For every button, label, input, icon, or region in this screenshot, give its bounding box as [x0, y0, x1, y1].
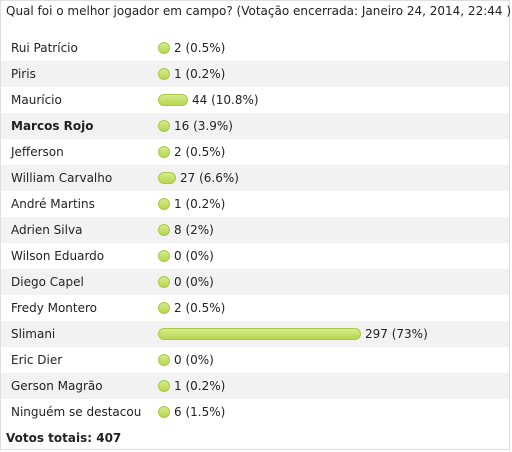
vote-bar: [158, 198, 170, 210]
poll-option-row: Marcos Rojo 16 (3.9%): [1, 113, 509, 139]
vote-bar: [158, 380, 170, 392]
vote-count: 1 (0.2%): [174, 197, 226, 211]
poll-option-row: Adrien Silva 8 (2%): [1, 217, 509, 243]
poll-option-row: André Martins 1 (0.2%): [1, 191, 509, 217]
vote-count: 0 (0%): [174, 275, 214, 289]
option-label: André Martins: [11, 197, 95, 211]
vote-bar: [158, 146, 170, 158]
option-label: Slimani: [11, 327, 56, 341]
vote-count: 1 (0.2%): [174, 67, 226, 81]
poll-option-row: Jefferson 2 (0.5%): [1, 139, 509, 165]
vote-count: 2 (0.5%): [174, 41, 226, 55]
vote-count: 27 (6.6%): [180, 171, 239, 185]
poll-option-row: Maurício 44 (10.8%): [1, 87, 509, 113]
vote-count: 1 (0.2%): [174, 379, 226, 393]
vote-count: 6 (1.5%): [174, 405, 226, 419]
vote-count: 297 (73%): [365, 327, 428, 341]
poll-option-row: Fredy Montero 2 (0.5%): [1, 295, 509, 321]
vote-bar: [158, 302, 170, 314]
vote-bar: [158, 328, 361, 340]
vote-count: 8 (2%): [174, 223, 214, 237]
vote-bar: [158, 120, 170, 132]
poll-title: Qual foi o melhor jogador em campo? (Vot…: [6, 4, 512, 18]
vote-count: 0 (0%): [174, 353, 214, 367]
vote-bar: [158, 406, 170, 418]
option-label: Marcos Rojo: [11, 119, 94, 133]
option-label: Wilson Eduardo: [11, 249, 105, 263]
poll-option-row: Rui Patrício 2 (0.5%): [1, 35, 509, 61]
poll-option-row: Wilson Eduardo 0 (0%): [1, 243, 509, 269]
vote-count: 0 (0%): [174, 249, 214, 263]
poll-option-row: Slimani 297 (73%): [1, 321, 509, 347]
option-label: Rui Patrício: [11, 41, 78, 55]
vote-bar: [158, 276, 170, 288]
option-label: Diego Capel: [11, 275, 84, 289]
vote-bar: [158, 68, 170, 80]
vote-bar: [158, 224, 170, 236]
vote-bar: [158, 94, 188, 106]
vote-bar: [158, 250, 170, 262]
poll-option-row: William Carvalho 27 (6.6%): [1, 165, 509, 191]
vote-bar: [158, 172, 176, 184]
vote-bar: [158, 354, 170, 366]
option-label: Fredy Montero: [11, 301, 98, 315]
poll-option-row: Gerson Magrão 1 (0.2%): [1, 373, 509, 399]
option-label: Gerson Magrão: [11, 379, 103, 393]
vote-count: 44 (10.8%): [192, 93, 259, 107]
vote-count: 2 (0.5%): [174, 145, 226, 159]
option-label: Ninguém se destacou: [11, 405, 142, 419]
poll-option-row: Diego Capel 0 (0%): [1, 269, 509, 295]
vote-count: 16 (3.9%): [174, 119, 233, 133]
option-label: Eric Dier: [11, 353, 63, 367]
poll-option-row: Eric Dier 0 (0%): [1, 347, 509, 373]
option-label: Maurício: [11, 93, 62, 107]
option-label: Jefferson: [11, 145, 64, 159]
vote-bar: [158, 42, 170, 54]
poll-option-row: Ninguém se destacou 6 (1.5%): [1, 399, 509, 425]
total-votes: Votos totais: 407: [6, 431, 122, 445]
poll-option-row: Piris 1 (0.2%): [1, 61, 509, 87]
option-label: Adrien Silva: [11, 223, 83, 237]
option-label: Piris: [11, 67, 36, 81]
option-label: William Carvalho: [11, 171, 113, 185]
vote-count: 2 (0.5%): [174, 301, 226, 315]
